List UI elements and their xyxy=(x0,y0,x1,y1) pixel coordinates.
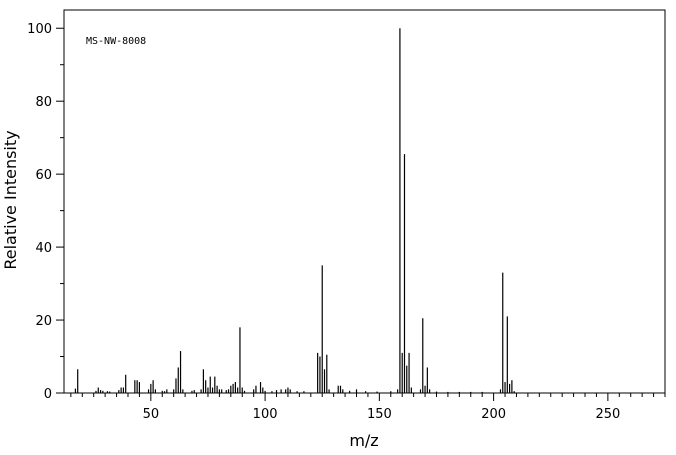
y-tick-label: 0 xyxy=(44,387,52,402)
x-tick-label: 250 xyxy=(595,407,620,422)
y-tick-label: 100 xyxy=(27,22,52,37)
spectrum-id-annotation: MS-NW-8008 xyxy=(86,36,146,47)
y-tick-label: 40 xyxy=(35,241,52,256)
y-axis-title: Relative Intensity xyxy=(1,130,20,269)
y-axis-ticks xyxy=(56,27,64,394)
x-tick-label: 50 xyxy=(143,407,160,422)
x-axis-tick-labels: 50 100 150 200 250 xyxy=(143,407,621,422)
y-axis-tick-labels: 0 20 40 60 80 100 xyxy=(27,22,52,402)
spectrum-peaks xyxy=(74,28,515,393)
x-tick-label: 200 xyxy=(481,407,506,422)
x-tick-label: 100 xyxy=(253,407,278,422)
y-tick-label: 20 xyxy=(35,314,52,329)
x-axis-ticks xyxy=(70,393,666,401)
plot-frame xyxy=(63,9,666,394)
x-tick-label: 150 xyxy=(367,407,392,422)
y-tick-label: 80 xyxy=(35,95,52,110)
x-axis-title: m/z xyxy=(349,431,378,450)
y-tick-label: 60 xyxy=(35,168,52,183)
